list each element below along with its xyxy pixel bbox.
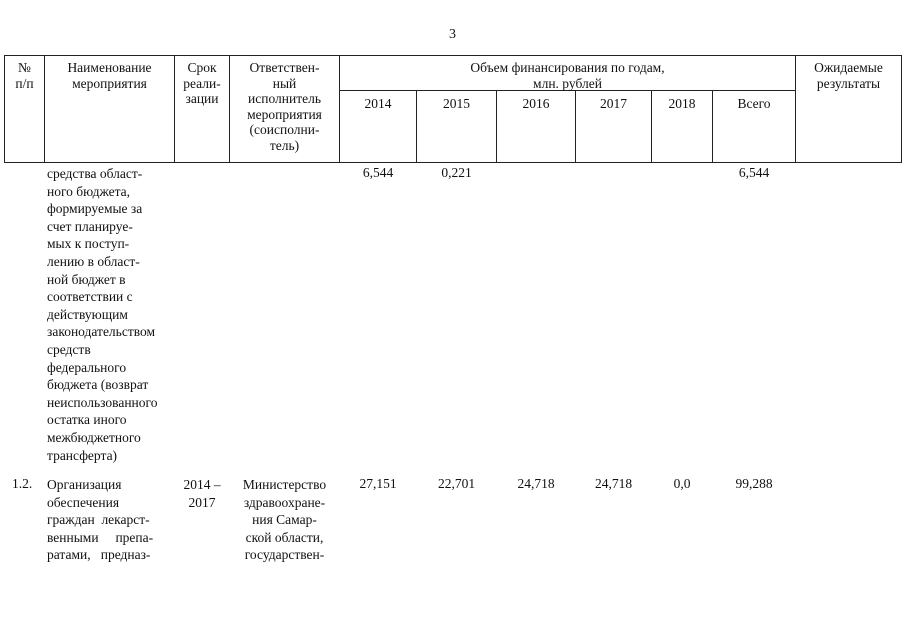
header-no: № п/п — [15, 60, 34, 91]
row-2-value-2018: 0,0 — [673, 476, 691, 491]
row-1-value-total: 6,544 — [738, 165, 770, 180]
row-2-name: Организация обеспечения граждан лекарст-… — [47, 477, 154, 563]
col-line-7 — [575, 90, 576, 163]
col-line-5 — [416, 90, 417, 163]
row-2-executor: Министерство здравоохране- ния Самар- ск… — [242, 477, 327, 563]
page-number: 3 — [449, 27, 456, 42]
col-line-8 — [651, 90, 652, 163]
row-2-value-total: 99,288 — [735, 476, 773, 491]
row-1-value-2014: 6,544 — [362, 165, 394, 180]
col-line-11 — [901, 55, 902, 163]
header-year-2018: 2018 — [668, 96, 696, 111]
row-2-term: 2014 – 2017 — [183, 477, 221, 510]
years-divider — [339, 90, 795, 91]
row-2-value-2017: 24,718 — [594, 476, 633, 491]
header-bottom-border — [4, 162, 902, 163]
header-name: Наименование мероприятия — [67, 60, 152, 91]
header-results: Ожидаемые результаты — [814, 60, 883, 91]
row-2-value-2015: 22,701 — [437, 476, 476, 491]
row-1-value-2015: 0,221 — [441, 165, 472, 180]
col-line-2 — [174, 55, 175, 163]
header-funding: Объем финансирования по годам, млн. рубл… — [470, 60, 665, 91]
header-total: Всего — [737, 96, 771, 111]
header-term: Срок реали- зации — [183, 60, 221, 106]
row-2-number: 1.2. — [12, 476, 33, 491]
col-line-6 — [496, 90, 497, 163]
row-2-value-2016: 24,718 — [517, 476, 555, 491]
col-line-1 — [44, 55, 45, 163]
col-line-4 — [339, 55, 340, 163]
header-year-2014: 2014 — [364, 96, 392, 111]
col-line-9 — [712, 90, 713, 163]
header-year-2015: 2015 — [443, 96, 470, 111]
header-year-2017: 2017 — [600, 96, 627, 111]
header-executor: Ответствен- ный исполнитель мероприятия … — [247, 60, 322, 153]
table-top-border — [4, 55, 902, 56]
header-year-2016: 2016 — [522, 96, 550, 111]
col-line-3 — [229, 55, 230, 163]
col-line-0 — [4, 55, 5, 163]
row-1-name: средства област- ного бюджета, формируем… — [47, 166, 158, 463]
row-2-value-2014: 27,151 — [359, 476, 397, 491]
col-line-10 — [795, 55, 796, 163]
